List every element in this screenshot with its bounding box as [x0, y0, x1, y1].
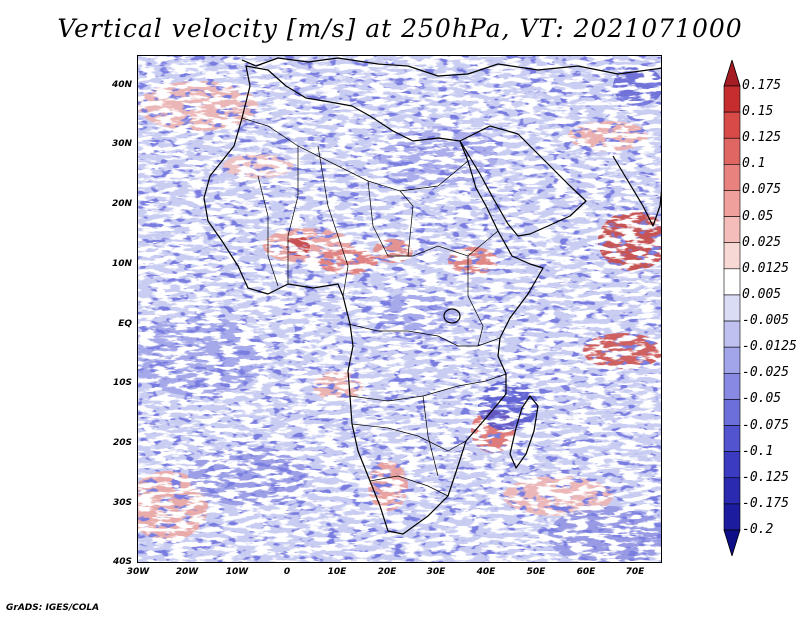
coastlines [203, 57, 661, 535]
colorbar-swatch [723, 320, 741, 348]
lon-label-60e: 60E [576, 567, 596, 577]
colorbar-label: -0.005 [742, 313, 789, 329]
lon-label-20w: 20W [175, 567, 199, 577]
lon-label-10e: 10E [327, 567, 347, 577]
lon-label-30w: 30W [126, 567, 150, 577]
colorbar-label: 0.125 [742, 130, 782, 146]
colorbar-swatch [723, 190, 741, 217]
lon-label-30e: 30E [426, 567, 446, 577]
colorbar-swatch [723, 346, 741, 374]
colorbar-swatch [723, 477, 741, 505]
colorbar-bottom-arrow [723, 529, 741, 556]
colorbar-label: 0.1 [742, 156, 766, 172]
colorbar-swatch [723, 503, 741, 531]
lat-label-20s: 20S [112, 438, 132, 448]
colorbar-label: 0.0125 [742, 260, 789, 276]
lon-label-20e: 20E [377, 567, 397, 577]
lat-label-eq: EQ [118, 319, 132, 329]
colorbar-label: 0.15 [742, 104, 774, 120]
colorbar-label: 0.005 [742, 286, 782, 302]
colorbar-label: 0.075 [742, 182, 782, 198]
map-title: Vertical velocity [m/s] at 250hPa, VT: 2… [57, 14, 743, 43]
colorbar-label: 0.175 [742, 78, 782, 93]
colorbar-label: -0.175 [742, 495, 789, 511]
colorbar-swatch [723, 372, 741, 400]
colorbar-label: -0.075 [742, 417, 789, 433]
colorbar-swatch [723, 216, 741, 244]
lat-label-40n: 40N [111, 80, 132, 90]
lat-label-40s: 40S [112, 557, 132, 567]
colorbar-swatch [723, 85, 741, 113]
lon-label-70e: 70E [625, 567, 645, 577]
colorbar-label: -0.125 [742, 469, 789, 485]
lat-label-10s: 10S [112, 378, 132, 388]
colorbar-label: -0.1 [742, 443, 774, 459]
colorbar-swatch [723, 268, 741, 296]
colorbar-label: 0.025 [742, 234, 782, 250]
colorbar-swatch [723, 399, 741, 426]
country-borders [241, 117, 507, 497]
colorbar-swatch [723, 294, 741, 322]
colorbar-label: 0.05 [742, 208, 774, 224]
colorbar-swatch [723, 137, 741, 165]
lat-label-10n: 10N [111, 259, 132, 269]
lon-label-50e: 50E [526, 567, 546, 577]
colorbar-swatch [723, 451, 741, 479]
colorbar-label: -0.2 [742, 522, 774, 537]
colorbar-swatch [723, 111, 741, 139]
colorbar [723, 60, 741, 556]
colorbar-label: -0.0125 [742, 339, 797, 355]
lat-label-20n: 20N [111, 199, 132, 209]
colorbar-label: -0.025 [742, 365, 789, 381]
vertical-velocity-field [138, 56, 661, 562]
lat-label-30s: 30S [112, 498, 132, 508]
colorbar-swatch [723, 425, 741, 452]
colorbar-swatch [723, 242, 741, 270]
colorbar-label: -0.05 [742, 391, 782, 407]
colorbar-swatch [723, 164, 741, 191]
lat-label-30n: 30N [111, 139, 132, 149]
colorbar-top-arrow [723, 60, 741, 87]
lon-label-10w: 10W [225, 567, 249, 577]
lon-label-0: 0 [283, 567, 291, 577]
map-panel [137, 55, 662, 563]
lon-label-40e: 40E [476, 567, 496, 577]
grads-credit: GrADS: IGES/COLA [6, 603, 100, 613]
